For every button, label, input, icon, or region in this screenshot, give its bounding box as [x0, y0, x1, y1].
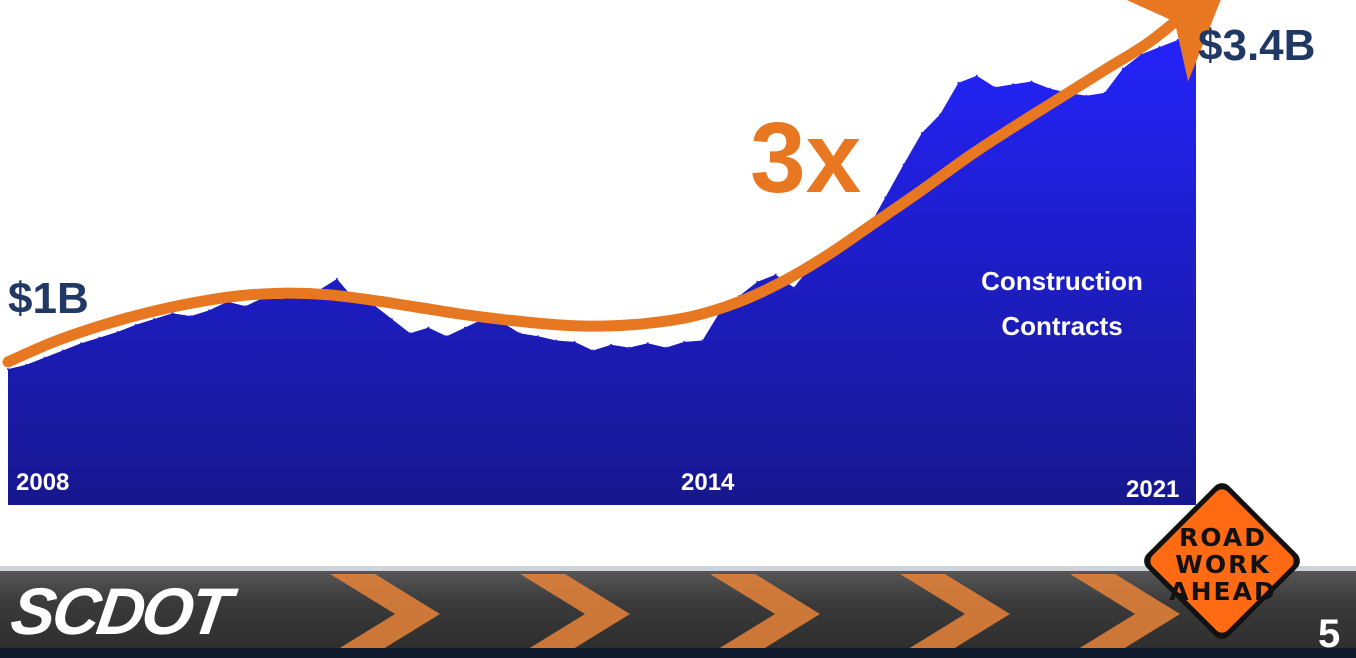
data-point [1085, 94, 1088, 97]
chart: 2008 2014 2021 $1B $3.4B 3x Construction… [2, 0, 1315, 505]
data-point [80, 342, 83, 345]
data-point [1121, 67, 1124, 70]
data-point [98, 336, 101, 339]
x-tick-label-start: 2008 [16, 469, 69, 496]
data-point [171, 312, 174, 315]
chevron-icon [330, 574, 440, 654]
data-point [920, 132, 923, 134]
series-label-line1: Construction [981, 266, 1143, 296]
start-value-label: $1B [8, 274, 89, 323]
end-value-label: $3.4B [1198, 21, 1315, 70]
data-point [884, 196, 887, 199]
chevron-icon [520, 574, 630, 654]
data-point [792, 286, 795, 289]
data-point [43, 356, 46, 359]
footer-stripe [0, 566, 1356, 571]
trend-arrow [2, 0, 1231, 368]
data-point [1012, 83, 1015, 86]
data-point [134, 323, 137, 326]
data-point [1030, 80, 1033, 83]
data-point [665, 346, 667, 349]
data-point [1103, 91, 1106, 94]
footer-band [0, 566, 1356, 658]
data-point [994, 86, 996, 89]
sign-line-3: AHEAD [1169, 577, 1276, 606]
data-point [756, 280, 759, 283]
data-point [591, 349, 594, 352]
multiplier-label: 3x [750, 102, 861, 214]
chevron-icon [900, 574, 1010, 654]
sign-line-1: ROAD [1179, 523, 1267, 552]
data-point [25, 363, 28, 366]
series-label-line2: Contracts [1001, 311, 1122, 341]
data-point [646, 342, 649, 345]
footer-bottom-bar [0, 648, 1356, 658]
chevron-icon [1070, 574, 1180, 654]
data-point [902, 163, 905, 166]
data-point [628, 346, 631, 349]
data-point [409, 332, 412, 335]
data-point [610, 343, 613, 346]
data-point [555, 339, 558, 342]
page-number: 5 [1318, 612, 1341, 656]
data-point [336, 277, 338, 280]
data-point [208, 309, 210, 312]
data-point [390, 318, 393, 320]
scdot-logo: SCDOT [6, 574, 234, 648]
road-work-ahead-sign-icon: ROAD WORK AHEAD [1144, 483, 1300, 639]
data-point [463, 326, 466, 329]
data-point [573, 340, 576, 343]
data-point [1195, 17, 1197, 20]
construction-contracts-area [8, 18, 1196, 505]
data-point [939, 113, 942, 116]
x-tick-label-end: 2021 [1126, 476, 1179, 503]
data-point [61, 349, 64, 352]
data-point [427, 326, 430, 329]
data-point [957, 81, 960, 84]
data-point [975, 74, 978, 77]
data-point [683, 340, 686, 343]
sign-line-2: WORK [1175, 550, 1270, 579]
data-point [1158, 46, 1161, 49]
x-tick-label-mid: 2014 [681, 469, 735, 496]
data-point [7, 368, 9, 371]
data-point [116, 330, 119, 333]
data-point [153, 318, 156, 320]
data-point [1048, 87, 1051, 90]
data-point [445, 335, 448, 338]
data-point [1176, 39, 1179, 41]
data-point [518, 332, 521, 335]
data-point [244, 305, 247, 308]
data-point [537, 335, 539, 338]
data-point [774, 273, 777, 276]
chevron-icon [710, 574, 820, 654]
data-point [701, 339, 704, 342]
data-point [189, 315, 192, 318]
